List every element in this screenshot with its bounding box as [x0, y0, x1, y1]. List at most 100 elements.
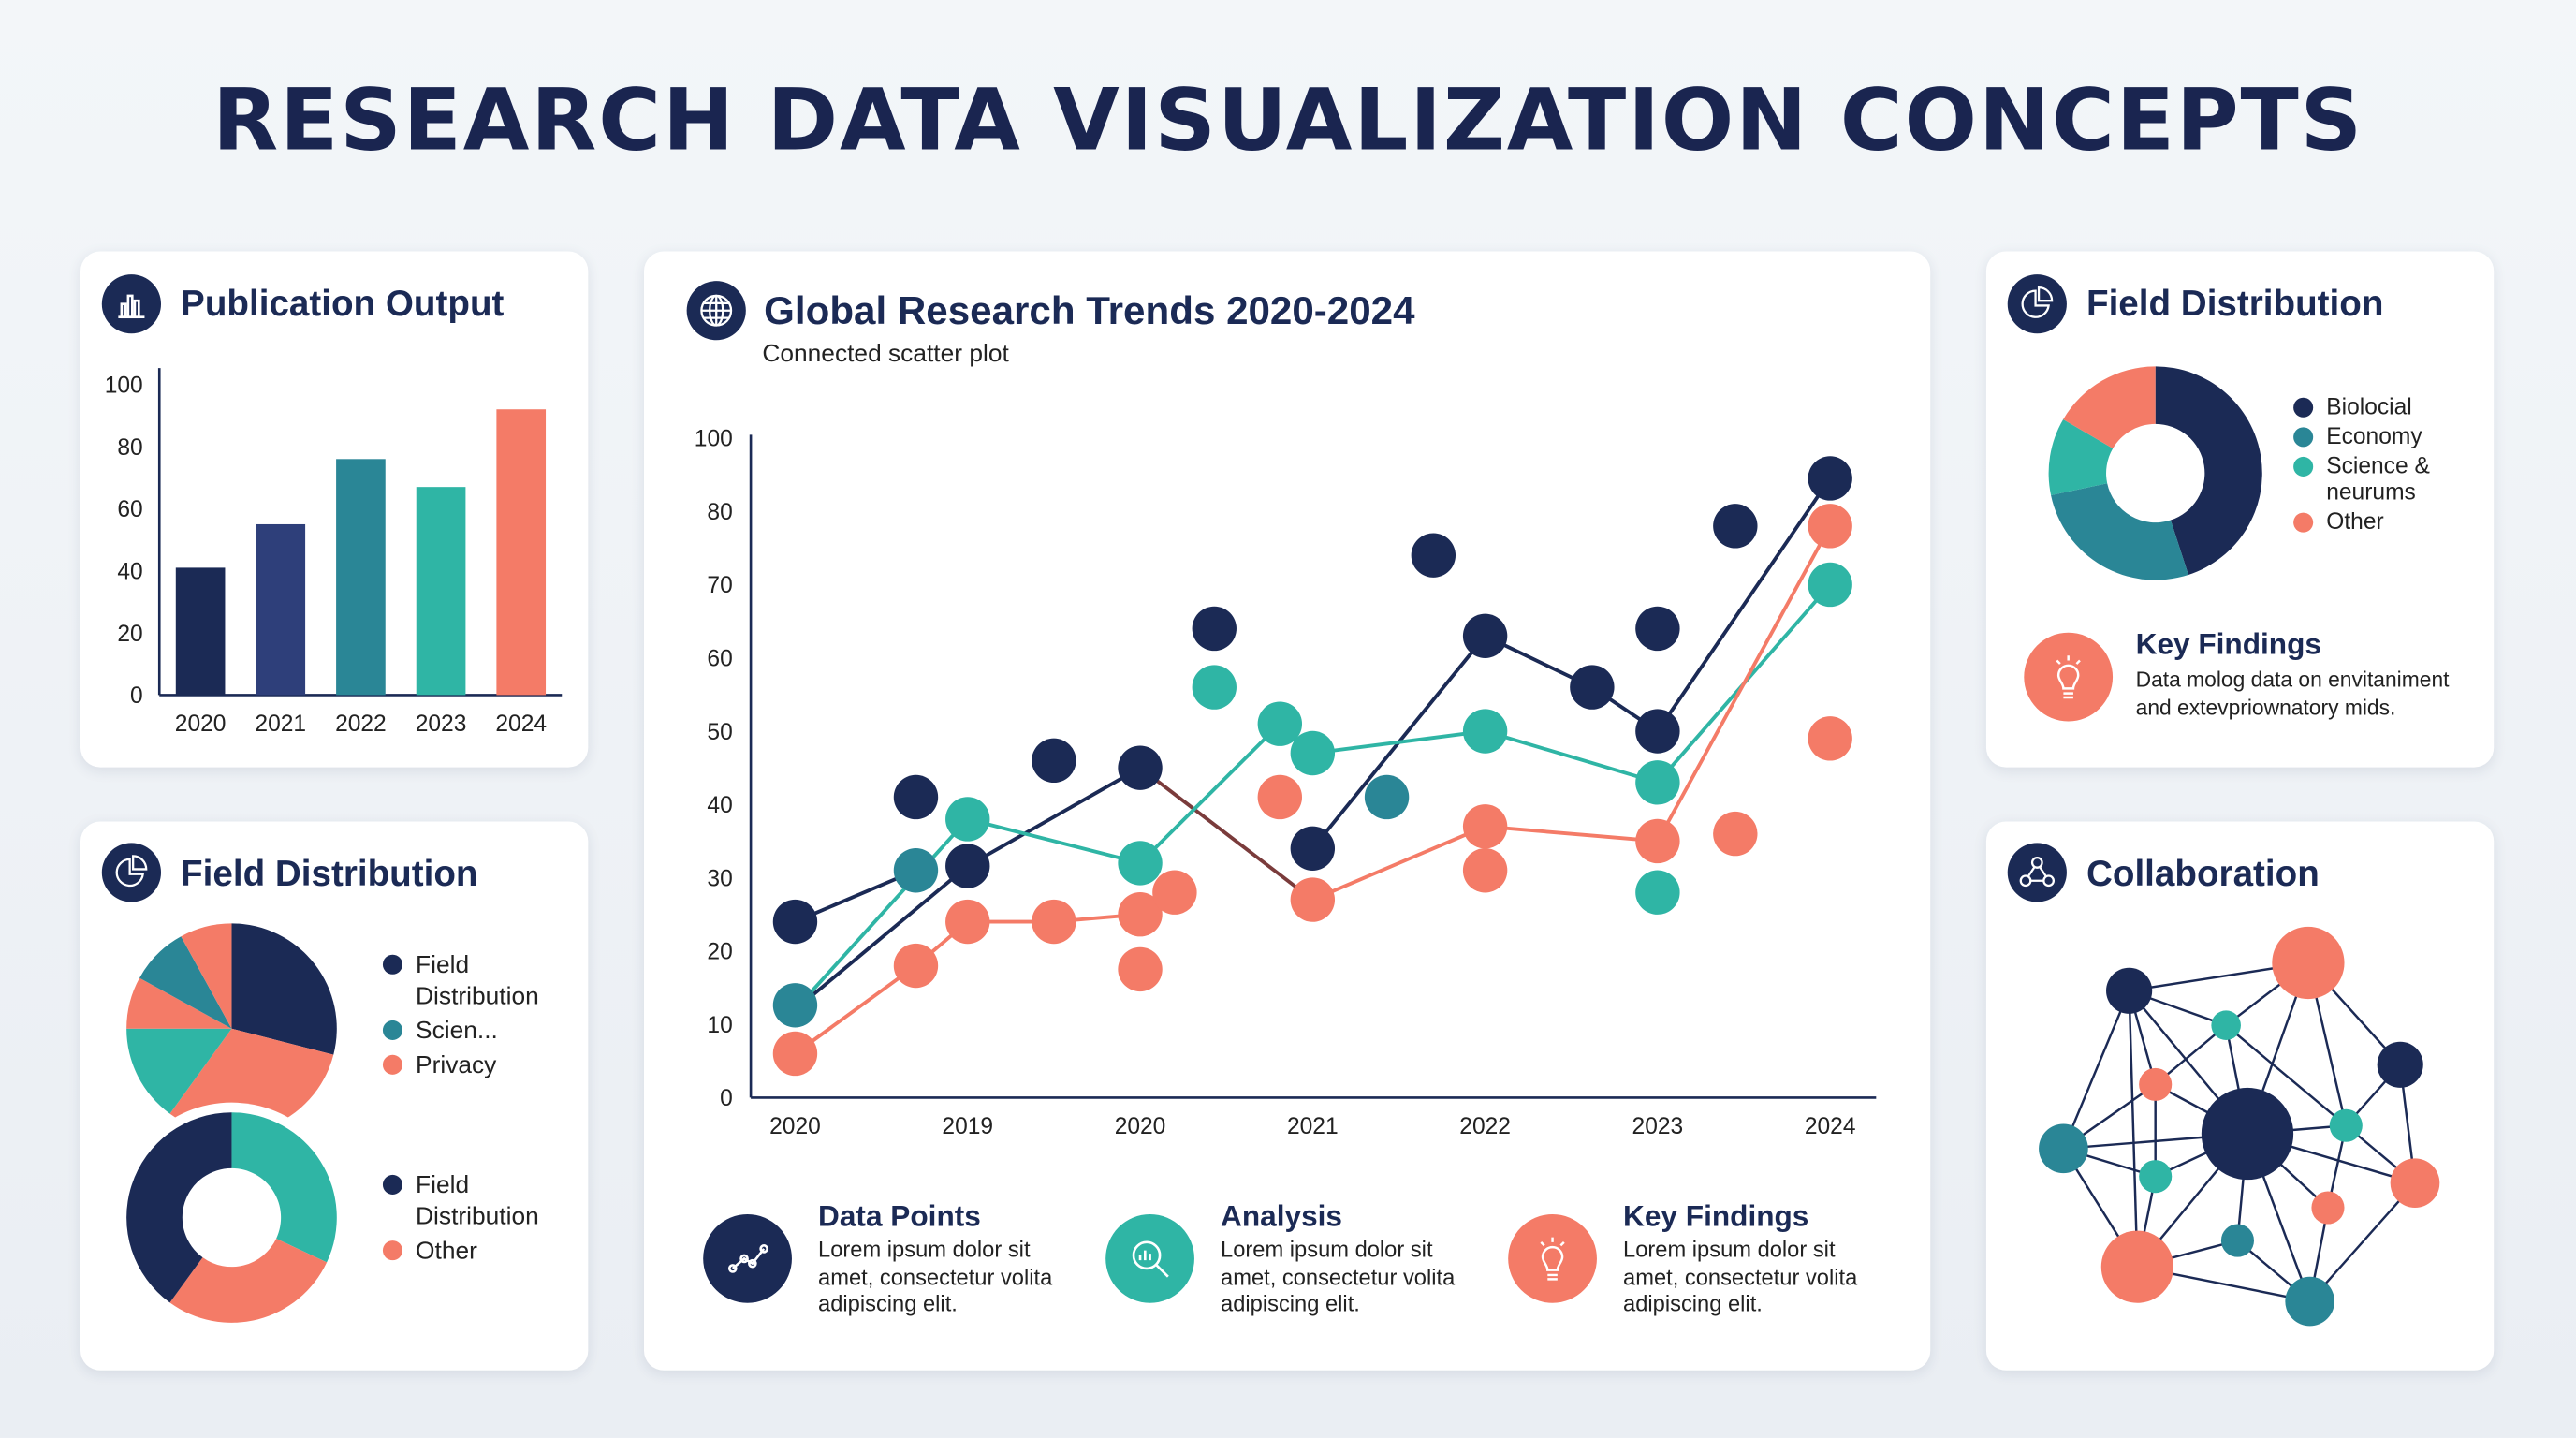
legend-item: Scien...: [382, 1016, 564, 1047]
feature-data-points: Data Points Lorem ipsum dolor sit amet, c…: [644, 1199, 1052, 1330]
globe-icon: [686, 281, 746, 341]
network-edge: [2225, 1024, 2348, 1127]
data-point: [1808, 504, 1852, 549]
legend-item: Other: [2293, 507, 2474, 534]
x-tick-label: 2019: [942, 1114, 993, 1139]
data-point: [1290, 826, 1336, 871]
feature-title: Analysis: [1221, 1199, 1342, 1233]
connected-points-icon: [703, 1214, 792, 1303]
network-node: [2220, 1224, 2254, 1257]
legend-swatch: [2293, 427, 2314, 448]
y-tick-label: 50: [707, 720, 732, 745]
data-point: [1462, 848, 1508, 893]
y-tick-label: 40: [117, 559, 142, 584]
bar-chart-icon: [101, 274, 161, 334]
feature-title: Data Points: [818, 1199, 981, 1233]
pie-slice: [181, 923, 232, 1029]
legend-swatch: [2293, 512, 2314, 533]
legend-label: Field Distribution: [416, 1171, 539, 1231]
y-tick-label: 100: [105, 373, 143, 398]
data-point: [1257, 774, 1303, 820]
x-tick-label: 2020: [769, 1114, 821, 1139]
data-point: [1808, 562, 1852, 608]
global-trends-panel: Global Research Trends 2020-2024 Connect…: [643, 251, 1931, 1371]
bar: [496, 409, 547, 696]
y-tick-label: 80: [707, 500, 732, 525]
legend-label: Privacy: [416, 1051, 497, 1080]
legend-swatch: [382, 1020, 402, 1040]
magnifier-chart-icon: [1105, 1214, 1194, 1303]
panel-title: Publication Output: [181, 282, 505, 324]
data-point: [1032, 738, 1076, 784]
data-point: [1118, 841, 1163, 886]
y-tick-label: 80: [117, 435, 142, 461]
data-point: [772, 983, 818, 1028]
y-tick-label: 40: [707, 793, 732, 818]
y-tick-label: 0: [130, 683, 143, 709]
data-point: [945, 797, 990, 842]
data-point: [1411, 533, 1456, 578]
network-node: [2272, 926, 2345, 1000]
data-point: [1462, 804, 1508, 849]
legend-swatch: [382, 1054, 402, 1075]
data-point: [945, 899, 990, 945]
donut-legend: Field Distribution Other: [382, 1170, 564, 1270]
donut-legend: Biolocial Economy Science & neurums Other: [2293, 392, 2474, 536]
data-point: [1635, 709, 1680, 754]
network-node: [2311, 1191, 2345, 1225]
data-point: [1635, 606, 1680, 652]
network-node: [2329, 1108, 2363, 1142]
legend-swatch: [382, 1240, 402, 1261]
pie-slice: [126, 1028, 232, 1114]
feature-text: Lorem ipsum dolor sit amet, consectetur …: [818, 1237, 1053, 1316]
data-point: [1032, 899, 1076, 945]
feature-text: Lorem ipsum dolor sit amet, consectetur …: [1221, 1237, 1456, 1316]
pie-slice: [2048, 419, 2114, 495]
legend-label: Science & neurums: [2326, 451, 2430, 505]
network-node: [2106, 967, 2153, 1014]
lightbulb-icon: [2024, 632, 2114, 722]
pie-slice: [169, 1238, 328, 1323]
pie-slice: [2063, 366, 2156, 448]
pie-slice: [231, 923, 337, 1055]
data-point: [1570, 665, 1615, 710]
field-distribution-panel-right: Field Distribution Biolocial Economy Scien…: [1985, 251, 2495, 768]
y-tick-label: 0: [720, 1086, 733, 1111]
key-findings-title: Key Findings: [2135, 627, 2321, 661]
legend-item: Field Distribution: [382, 1170, 564, 1233]
network-node: [2211, 1010, 2241, 1040]
feature-key-findings: Key Findings Lorem ipsum dolor sit amet, …: [1449, 1199, 1857, 1330]
chart-subtitle: Connected scatter plot: [762, 340, 1009, 369]
x-tick-label: 2023: [416, 712, 467, 737]
data-point: [1118, 946, 1163, 992]
legend-item: Field Distribution: [382, 949, 564, 1012]
pie-charts: [116, 923, 347, 1333]
x-tick-label: 2020: [1115, 1114, 1166, 1139]
collaboration-panel: Collaboration: [1985, 821, 2495, 1371]
legend-item: Economy: [2293, 422, 2474, 448]
data-point: [1118, 745, 1163, 790]
data-point: [1635, 760, 1680, 805]
pie-legend: Field Distribution Scien... Privacy: [382, 949, 564, 1084]
pie-slice: [139, 936, 232, 1029]
x-tick-label: 2021: [1287, 1114, 1339, 1139]
pie-slice: [2051, 483, 2188, 580]
data-point: [893, 848, 939, 893]
data-point: [772, 1031, 818, 1077]
data-point: [1152, 870, 1197, 915]
network-node: [2139, 1067, 2173, 1101]
legend-label: Other: [416, 1237, 477, 1266]
legend-label: Field Distribution: [416, 951, 539, 1011]
legend-swatch: [2293, 456, 2314, 477]
network-node: [2139, 1160, 2173, 1194]
legend-item: Other: [382, 1236, 564, 1267]
network-edge: [2128, 990, 2139, 1268]
panel-title: Field Distribution: [181, 852, 478, 894]
feature-text: Lorem ipsum dolor sit amet, consectetur …: [1623, 1237, 1858, 1316]
series-line: [794, 583, 1832, 1011]
page-title: RESEARCH DATA VISUALIZATION CONCEPTS: [212, 72, 2364, 171]
data-point: [1462, 709, 1508, 754]
x-tick-label: 2023: [1632, 1114, 1684, 1139]
data-point: [1713, 811, 1758, 857]
